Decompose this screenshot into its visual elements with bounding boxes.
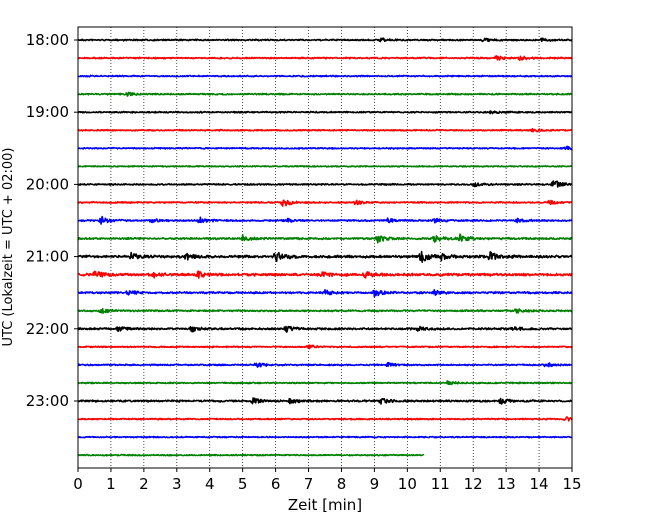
x-tick-label: 4: [205, 475, 215, 493]
x-tick-label: 6: [271, 475, 281, 493]
trace-2215: [77, 344, 573, 350]
trace-2015: [77, 199, 573, 207]
y-axis-label: UTC (Lokalzeit = UTC + 02:00): [1, 148, 16, 347]
trace-2115: [77, 270, 573, 279]
trace-2200: [77, 325, 573, 333]
trace-2230: [77, 361, 573, 368]
trace-2030: [77, 215, 573, 225]
x-tick-label: 1: [106, 475, 116, 493]
x-axis-label: Zeit [min]: [288, 496, 362, 514]
x-tick-label: 8: [337, 475, 347, 493]
trace-1815: [77, 55, 573, 61]
trace-2145: [77, 308, 573, 314]
trace-2345: [77, 453, 425, 457]
seismogram-traces: [77, 37, 573, 457]
x-tick-label: 12: [464, 475, 483, 493]
y-tick-label: 21:00: [26, 248, 69, 266]
x-tick-label: 11: [431, 475, 450, 493]
y-tick-label: 22:00: [26, 320, 69, 338]
y-tick-label: 23:00: [26, 392, 69, 410]
x-tick-label: 13: [497, 475, 516, 493]
x-tick-label: 10: [398, 475, 417, 493]
trace-2315: [77, 416, 573, 422]
trace-1800: [77, 37, 573, 43]
trace-1945: [77, 165, 573, 168]
trace-2000: [77, 180, 573, 188]
x-tick-label: 15: [562, 475, 581, 493]
x-tick-label: 7: [304, 475, 314, 493]
x-axis-ticks: 0 1 2 3 4 5 6 7 8 9 10 11 12 13 14 15: [73, 468, 582, 493]
y-tick-label: 18:00: [26, 31, 69, 49]
trace-1915: [77, 127, 573, 133]
plot-frame: [77, 26, 573, 469]
y-tick-label: 19:00: [26, 103, 69, 121]
x-tick-label: 2: [139, 475, 149, 493]
trace-2330: [77, 435, 573, 439]
trace-1900: [77, 110, 573, 115]
trace-2100: [77, 250, 573, 263]
trace-1830: [77, 74, 573, 78]
trace-2300: [77, 397, 573, 405]
trace-2045: [77, 233, 573, 244]
x-tick-label: 9: [370, 475, 380, 493]
trace-2130: [77, 289, 573, 298]
x-tick-label: 0: [73, 475, 83, 493]
trace-1930: [77, 145, 573, 151]
trace-1845: [77, 91, 573, 97]
y-tick-label: 20:00: [26, 175, 69, 193]
x-tick-label: 14: [530, 475, 549, 493]
trace-2245: [77, 380, 573, 386]
x-tick-label: 3: [172, 475, 182, 493]
y-axis-ticks: 18:00 19:00 20:00 21:00 22:00 23:00: [26, 31, 78, 410]
x-tick-label: 5: [238, 475, 248, 493]
